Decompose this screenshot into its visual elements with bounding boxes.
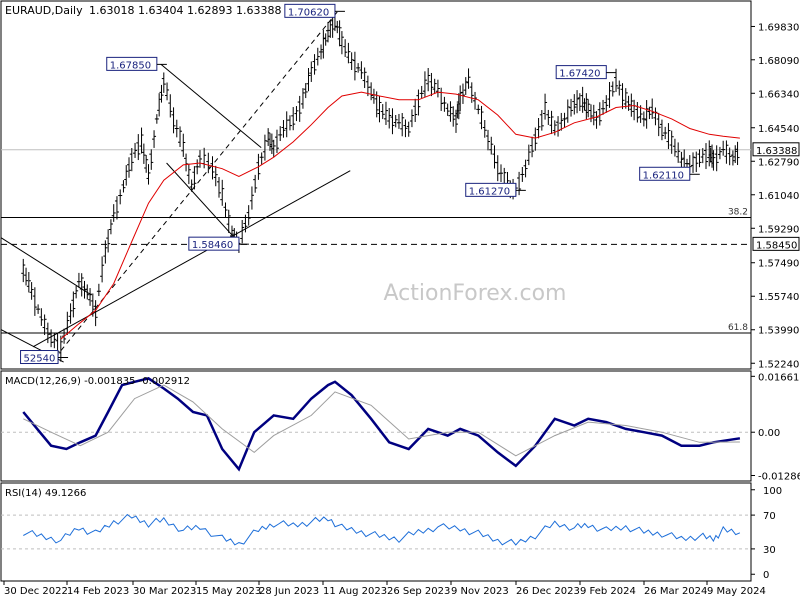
ohlc-label: 1.63018 1.63404 1.62893 1.63388	[89, 4, 281, 17]
falling-channel-upper	[160, 63, 262, 149]
current-price-label: 1.63388	[756, 146, 797, 157]
rsi-tick-label: 30	[763, 545, 776, 556]
x-tick-label: 26 Mar 2024	[644, 586, 707, 597]
price-tick-label: 1.52240	[758, 359, 799, 370]
price-tick-label: 1.61040	[758, 191, 799, 202]
x-tick-label: 30 Dec 2022	[4, 586, 68, 597]
annotation-label: 1.67420	[559, 69, 600, 80]
price-tick-label: 1.64540	[758, 124, 799, 135]
fib-level-label: 38.2	[728, 208, 748, 218]
fib-level-label: 61.8	[728, 323, 748, 333]
price-tick-label: 1.55740	[758, 292, 799, 303]
falling-channel-lower	[166, 162, 241, 245]
rising-trendline	[32, 170, 351, 348]
price-tick-label: 1.59290	[758, 224, 799, 235]
price-tick-label: 1.53990	[758, 326, 799, 337]
macd-tick-label: 0.00	[758, 428, 780, 439]
macd-signal-line	[23, 384, 740, 457]
moving-average-line	[60, 91, 740, 340]
support-price-label: 1.58450	[756, 240, 797, 251]
x-tick-label: 9 Nov 2023	[451, 586, 509, 597]
annotation-box	[555, 65, 607, 80]
x-tick-label: 26 Sep 2023	[387, 586, 450, 597]
price-tick-label: 1.66340	[758, 89, 799, 100]
macd-label: MACD(12,26,9) -0.001835 -0.002912	[5, 376, 190, 387]
x-tick-label: 9 May 2024	[707, 586, 766, 597]
annotation-label: 1.70620	[288, 7, 329, 18]
annotation-label: 1.58460	[192, 240, 233, 251]
falling-channel-top	[0, 237, 92, 296]
rsi-tick-label: 0	[763, 570, 769, 581]
watermark: ActionForex.com	[384, 281, 567, 306]
annotation-label: 52540	[24, 354, 56, 365]
macd-tick-label: 0.016619	[758, 372, 800, 383]
price-tick-label: 1.62790	[758, 157, 799, 168]
macd-tick-label: -0.012864	[758, 471, 800, 482]
price-tick-label: 1.69830	[758, 22, 799, 33]
macd-line	[22, 377, 741, 472]
rsi-tick-label: 100	[763, 486, 782, 497]
symbol-label: EURAUD,Daily	[5, 4, 83, 17]
current-price-box	[752, 142, 800, 157]
x-tick-label: 14 Feb 2023	[67, 586, 129, 597]
rsi-label: RSI(14) 49.1266	[5, 488, 86, 499]
annotation-label: 1.62110	[643, 170, 684, 181]
x-tick-label: 26 Dec 2023	[516, 586, 580, 597]
rsi-line	[23, 513, 741, 546]
main-panel-frame	[0, 0, 752, 370]
rsi-tick-label: 70	[763, 511, 776, 522]
x-tick-label: 9 Feb 2024	[580, 586, 636, 597]
x-tick-label: 28 Jun 2023	[259, 586, 319, 597]
price-tick-label: 1.68090	[758, 56, 799, 67]
annotation-box	[106, 56, 158, 71]
x-tick-label: 30 Mar 2023	[133, 586, 196, 597]
rsi-panel-frame	[0, 482, 752, 582]
x-tick-label: 15 May 2023	[196, 586, 261, 597]
support-price-box	[752, 236, 800, 251]
x-tick-label: 11 Aug 2023	[323, 586, 387, 597]
annotation-label: 1.61270	[469, 186, 510, 197]
price-tick-label: 1.57490	[758, 259, 799, 270]
annotation-label: 1.67850	[110, 60, 151, 71]
